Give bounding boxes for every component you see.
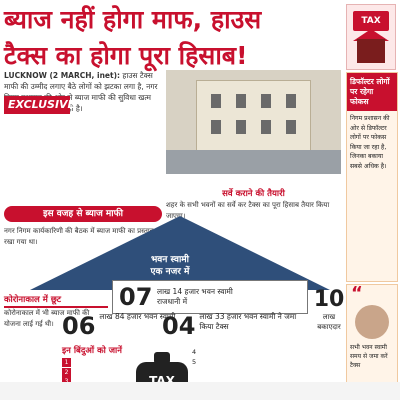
roof-graphic [30,216,330,290]
window [211,94,221,108]
stat-defaulters: 10 लाख बकाएदार [312,288,346,332]
tax-tag-icon: TAX [353,11,389,31]
right-column-text: निगम प्रशासन की ओर से डिफॉल्टर लोगों पर … [350,115,390,170]
stat-text: लाख बकाएदार [317,313,341,331]
list-item: 1 [62,358,132,368]
key-points-list-1: 1 2 3 [62,358,132,387]
stat-owners-deposited: 04 लाख 33 हजार भवन स्वामी ने जमा किया टै… [162,312,308,342]
quote-text: सभी भवन स्वामी समय से जमा करें टैक्स [350,344,388,369]
window [261,94,271,108]
quote-mark-icon: “ [351,283,363,304]
window [236,94,246,108]
stat-owners-paid: 06 लाख 84 हजार भवन स्वामी [62,312,182,342]
dateline: LUCKNOW (2 MARCH, inet): [4,71,121,80]
stat-number: 10 [313,287,345,312]
bullet-number: 5 [192,357,197,366]
right-column-heading: डिफॉल्टर लोगों पर रहेगा फोकस [347,73,397,111]
tax-illustration: TAX [346,4,396,70]
right-column-box: डिफॉल्टर लोगों पर रहेगा फोकस निगम प्रशास… [346,72,398,282]
stat-number: 04 [162,312,196,340]
window [286,120,296,134]
bullet-number: 4 [192,348,197,356]
exclusive-badge: EXCLUSIVE [4,96,75,114]
headline: ब्याज नहीं होगा माफ, हाउस टैक्स का होगा … [4,2,342,74]
street-level [166,150,341,174]
roof-label: भवन स्वामी एक नजर में [130,254,210,278]
stat-text: लाख 84 हजार भवन स्वामी [99,312,176,321]
official-photo [355,305,389,339]
quote-box: “ सभी भवन स्वामी समय से जमा करें टैक्स [346,284,398,400]
roof-label-line-2: एक नजर में [150,267,190,277]
house-icon [357,39,385,63]
list-item: 2 [62,367,132,378]
list-item: 5 [192,358,308,368]
covid-text: कोरोनाकाल में भी ब्याज माफी की योजना लाई… [4,309,90,328]
house-roof-icon [353,29,389,41]
bullet-number: 1 [62,358,71,367]
bottom-fade [0,382,400,400]
bag-neck [154,352,170,364]
subheading-survey: सर्वे कराने की तैयारी [222,189,285,199]
stat-owners-total: 07 लाख 14 हजार भवन स्वामी राजधानी में [112,280,308,314]
key-points-list-2: 4 5 [192,348,308,367]
subheading-key-points: इन बिंदुओं को जानें [62,346,122,356]
subheading-covid: कोरोनाकाल में छूट [4,294,108,308]
headline-line-2: टैक्स का होगा पूरा हिसाब! [4,41,248,70]
stat-text: लाख 14 हजार भवन स्वामी राजधानी में [157,287,233,306]
bullet-number: 2 [62,367,71,377]
window [211,120,221,134]
window [286,94,296,108]
list-item: 4 [192,348,308,358]
window [261,120,271,134]
window [236,120,246,134]
roof-label-line-1: भवन स्वामी [150,255,189,265]
survey-text: शहर के सभी भवनों का सर्वे कर टैक्स का पू… [166,201,330,220]
stat-number: 06 [62,312,96,340]
stat-number: 07 [119,283,153,311]
headline-line-1: ब्याज नहीं होगा माफ, हाउस [4,5,262,34]
list-item: 3 [62,377,132,387]
building-photo [166,70,341,174]
stat-text: लाख 33 हजार भवन स्वामी ने जमा किया टैक्स [199,312,297,331]
bullet-number: 3 [62,377,71,386]
